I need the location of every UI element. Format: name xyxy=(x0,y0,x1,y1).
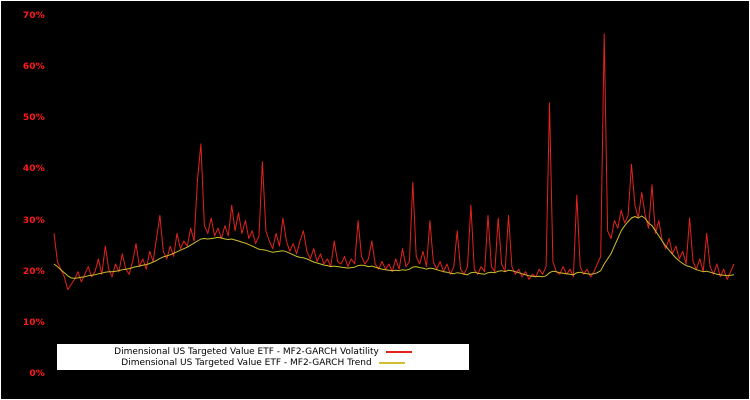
y-axis-tick-label: 50% xyxy=(22,113,45,124)
chart-legend: Dimensional US Targeted Value ETF - MF2-… xyxy=(57,344,469,370)
y-axis-tick-label: 30% xyxy=(22,215,45,226)
y-axis-tick-label: 70% xyxy=(22,11,45,21)
legend-line-swatch-volatility xyxy=(385,350,412,353)
legend-line-swatch-trend xyxy=(378,361,405,364)
y-axis-tick-label: 60% xyxy=(22,62,45,73)
y-axis: 0% 10% 20% 30% 40% 50% 60% 70% xyxy=(1,1,47,399)
y-axis-tick-label: 40% xyxy=(22,164,45,175)
y-axis-tick-label: 10% xyxy=(22,317,45,328)
y-axis-tick-label: 20% xyxy=(22,266,45,277)
chart-plot-area xyxy=(53,33,735,291)
legend-row-volatility: Dimensional US Targeted Value ETF - MF2-… xyxy=(61,346,465,357)
legend-label-volatility: Dimensional US Targeted Value ETF - MF2-… xyxy=(114,346,379,357)
trend-line-series xyxy=(53,215,735,279)
legend-row-trend: Dimensional US Targeted Value ETF - MF2-… xyxy=(61,357,465,368)
volatility-line-series xyxy=(53,33,735,291)
y-axis-tick-label: 0% xyxy=(29,369,45,379)
legend-label-trend: Dimensional US Targeted Value ETF - MF2-… xyxy=(121,357,372,368)
